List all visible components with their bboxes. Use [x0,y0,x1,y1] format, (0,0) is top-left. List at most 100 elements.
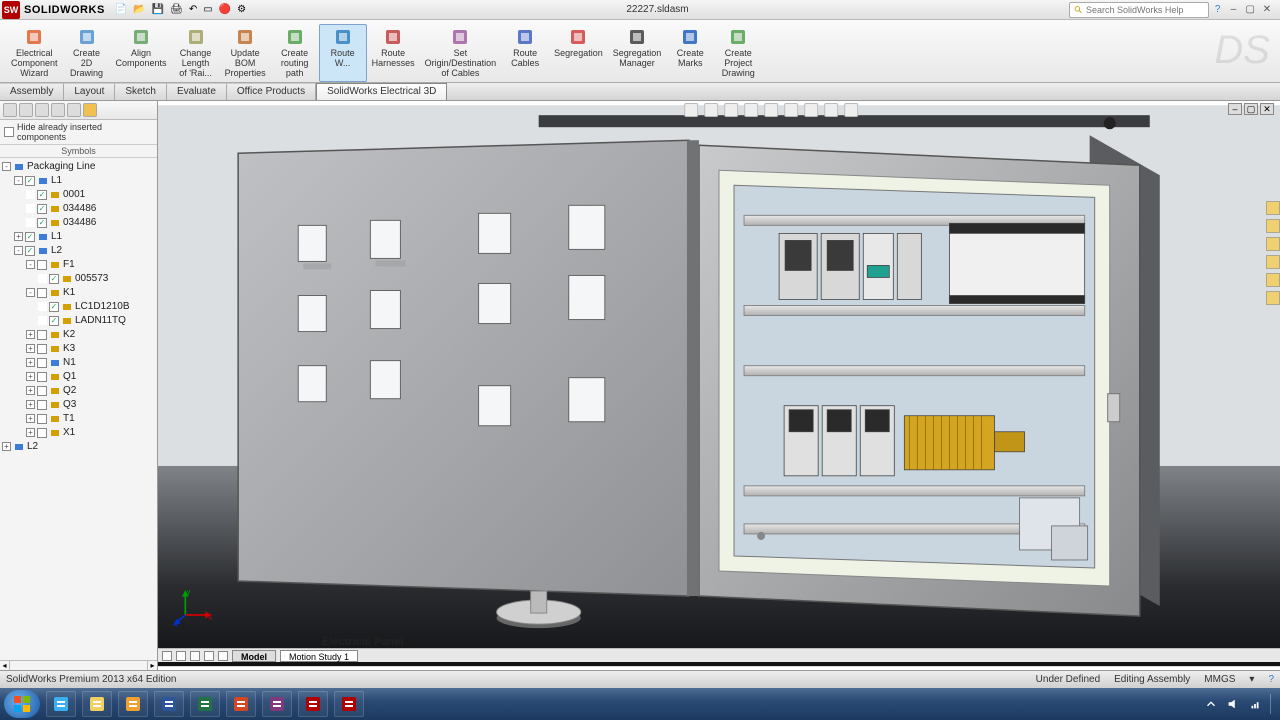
tab-solidworks-electrical-3d[interactable]: SolidWorks Electrical 3D [316,83,447,100]
tree-expander[interactable]: + [14,232,23,241]
help-icon[interactable]: ? [1215,4,1221,15]
tree-checkbox[interactable]: ✓ [37,190,47,200]
tab-model[interactable]: Model [232,650,276,662]
zoom-area-icon[interactable] [704,103,718,117]
display-style-icon[interactable] [764,103,778,117]
hide-checkbox[interactable] [4,127,14,137]
tab-evaluate[interactable]: Evaluate [167,83,227,100]
vp-close[interactable]: ✕ [1260,103,1274,115]
tree-row[interactable]: +K3 [0,342,157,356]
taskbar-sw1[interactable] [298,691,328,717]
tray-up-icon[interactable] [1204,697,1218,711]
ribbon-btn-11[interactable]: Segregation Manager [608,24,667,82]
tree-row[interactable]: -F1 [0,258,157,272]
show-desktop[interactable] [1270,694,1276,714]
panel-tab-3[interactable] [35,103,49,117]
qa-rebuild-icon[interactable]: 🔴 [219,4,231,15]
tree-row[interactable]: +T1 [0,412,157,426]
taskpane-1[interactable] [1266,201,1280,215]
tray-volume-icon[interactable] [1226,697,1240,711]
ribbon-btn-0[interactable]: Electrical Component Wizard [6,24,63,82]
tree-row[interactable]: +K2 [0,328,157,342]
tree-row[interactable]: +Q2 [0,384,157,398]
tree-checkbox[interactable]: ✓ [49,274,59,284]
tree-row[interactable]: +✓L1 [0,230,157,244]
tree-row[interactable]: -✓L2 [0,244,157,258]
component-tree[interactable]: -Packaging Line-✓L1✓0001✓034486✓034486+✓… [0,158,157,660]
help-search[interactable] [1069,2,1209,18]
status-help-icon[interactable]: ? [1268,674,1274,685]
tree-row[interactable]: +Q1 [0,370,157,384]
ribbon-btn-7[interactable]: Route Harnesses [367,24,420,82]
tree-row[interactable]: +Q3 [0,398,157,412]
taskbar-onenote[interactable] [262,691,292,717]
tree-checkbox[interactable] [37,400,47,410]
hide-components-row[interactable]: Hide already inserted components [0,120,157,145]
viewport[interactable]: – ▢ ✕ [158,101,1280,670]
tree-expander[interactable]: - [26,260,35,269]
tree-expander[interactable]: + [26,358,35,367]
tree-checkbox[interactable]: ✓ [37,218,47,228]
taskbar-ppt[interactable] [226,691,256,717]
scene-icon[interactable] [804,103,818,117]
tree-checkbox[interactable]: ✓ [25,246,35,256]
taskpane-2[interactable] [1266,219,1280,233]
zoom-fit-icon[interactable] [684,103,698,117]
qa-print-icon[interactable]: 🖨 [170,4,183,15]
tree-expander[interactable]: - [14,176,23,185]
tree-expander[interactable]: + [26,414,35,423]
taskpane-4[interactable] [1266,255,1280,269]
tree-checkbox[interactable] [37,358,47,368]
ribbon-btn-10[interactable]: Segregation [549,24,608,82]
taskbar-excel[interactable] [190,691,220,717]
tree-checkbox[interactable] [37,330,47,340]
tree-checkbox[interactable] [37,386,47,396]
taskbar-word[interactable] [154,691,184,717]
section-icon[interactable] [744,103,758,117]
taskbar-ie[interactable] [46,691,76,717]
vp-max[interactable]: ▢ [1244,103,1258,115]
minimize-button[interactable]: – [1226,4,1240,15]
tree-row[interactable]: +X1 [0,426,157,440]
tree-expander[interactable]: + [26,330,35,339]
tree-checkbox[interactable] [37,288,47,298]
ribbon-btn-9[interactable]: Route Cables [501,24,549,82]
tl-play[interactable] [190,651,200,661]
taskbar-sw2[interactable] [334,691,364,717]
hide-show-icon[interactable] [784,103,798,117]
tl-prev[interactable] [176,651,186,661]
panel-hscroll[interactable]: ◂ ▸ [0,660,157,670]
status-units[interactable]: MMGS [1204,674,1235,685]
ribbon-btn-13[interactable]: Create Project Drawing [714,24,762,82]
tree-expander[interactable]: + [26,372,35,381]
tree-checkbox[interactable]: ✓ [25,232,35,242]
taskpane-3[interactable] [1266,237,1280,251]
ribbon-btn-2[interactable]: Align Components [111,24,172,82]
tl-next[interactable] [204,651,214,661]
tree-expander[interactable]: - [26,288,35,297]
prev-view-icon[interactable] [724,103,738,117]
taskpane-6[interactable] [1266,291,1280,305]
taskpane-5[interactable] [1266,273,1280,287]
panel-tab-6[interactable] [83,103,97,117]
close-button[interactable]: ✕ [1260,4,1274,15]
tree-checkbox[interactable] [37,414,47,424]
ribbon-btn-4[interactable]: Update BOM Properties [220,24,271,82]
ribbon-btn-6[interactable]: Route W... [319,24,367,82]
apply-scene-icon[interactable] [824,103,838,117]
tree-row[interactable]: ✓0001 [0,188,157,202]
panel-tab-1[interactable] [3,103,17,117]
qa-new-icon[interactable]: 📄 [115,4,127,15]
tree-expander[interactable]: + [26,428,35,437]
tab-sketch[interactable]: Sketch [115,83,167,100]
tree-expander[interactable]: - [14,246,23,255]
view-settings-icon[interactable] [844,103,858,117]
panel-tab-5[interactable] [67,103,81,117]
tree-checkbox[interactable] [37,372,47,382]
tree-expander[interactable]: + [2,442,11,451]
qa-open-icon[interactable]: 📂 [133,4,145,15]
status-dropdown-icon[interactable]: ▾ [1249,674,1254,685]
tab-motion[interactable]: Motion Study 1 [280,650,358,662]
qa-save-icon[interactable]: 💾 [152,4,164,15]
tree-checkbox[interactable]: ✓ [49,302,59,312]
